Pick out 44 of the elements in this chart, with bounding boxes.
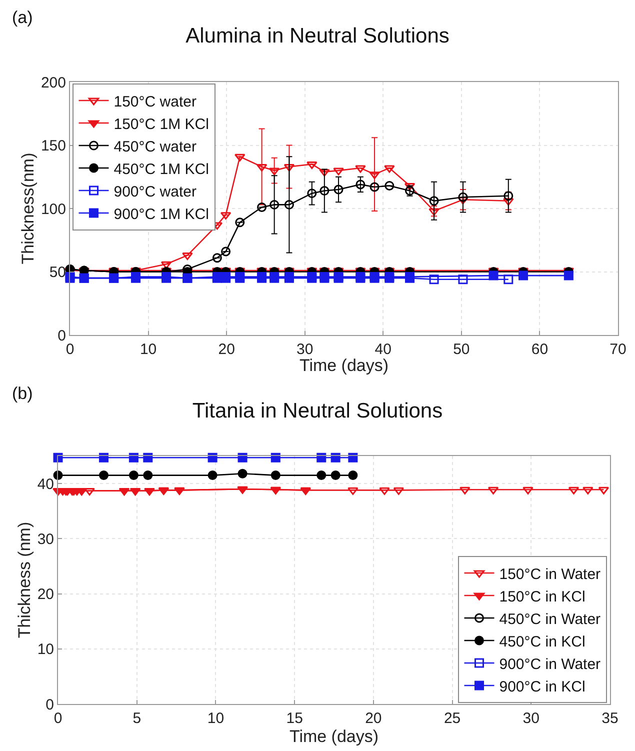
y-tick-label: 200: [40, 74, 66, 92]
x-tick-label: 5: [132, 710, 142, 727]
legend-label: 150°C water: [114, 93, 196, 110]
x-tick-label: 15: [286, 710, 303, 727]
legend-label: 900°C in Water: [499, 656, 601, 673]
x-tick-label: 20: [218, 341, 235, 358]
legend-label: 900°C in KCl: [499, 678, 586, 696]
legend-label: 450°C water: [114, 138, 196, 156]
y-tick-label: 0: [46, 696, 54, 714]
y-tick-label: 10: [37, 641, 54, 658]
x-tick-label: 30: [522, 710, 540, 727]
x-tick-label: 35: [602, 710, 618, 727]
y-tick-label: 0: [58, 327, 66, 344]
x-tick-label: 30: [296, 341, 314, 358]
x-tick-label: 70: [610, 341, 626, 358]
x-axis-title: Time (days): [289, 727, 379, 746]
legend-label: 150°C in KCl: [499, 588, 586, 606]
y-tick-label: 20: [37, 586, 54, 604]
x-tick-label: 10: [207, 710, 224, 727]
legend-label: 900°C water: [114, 183, 196, 200]
legend-label: 450°C in KCl: [499, 633, 586, 650]
y-tick-label: 40: [37, 476, 54, 493]
legend-label: 150°C 1M KCl: [114, 116, 209, 133]
y-axis-title: Thickness (nm): [14, 522, 34, 638]
text: (a): [12, 8, 33, 27]
y-tick-label: 100: [40, 200, 66, 218]
legend-label: 150°C in Water: [499, 566, 601, 583]
chart-title: Alumina in Neutral Solutions: [186, 24, 450, 48]
y-tick-label: 30: [37, 530, 54, 548]
y-tick-label: 50: [49, 264, 66, 281]
x-tick-label: 20: [365, 710, 382, 727]
legend-label: 450°C in Water: [499, 610, 601, 628]
x-tick-label: 60: [531, 341, 548, 358]
x-tick-label: 40: [374, 341, 392, 358]
text: (b): [12, 384, 33, 403]
legend-label: 450°C 1M KCl: [114, 160, 209, 178]
x-tick-label: 50: [453, 341, 470, 358]
y-axis-title: Thickness(nm): [18, 152, 38, 264]
x-tick-label: 10: [140, 341, 157, 358]
x-tick-label: 25: [444, 710, 461, 727]
x-axis-title: Time (days): [299, 356, 389, 375]
chart-title: Titania in Neutral Solutions: [192, 400, 443, 423]
legend-label: 900°C 1M KCl: [114, 206, 209, 223]
y-tick-label: 150: [40, 138, 66, 154]
